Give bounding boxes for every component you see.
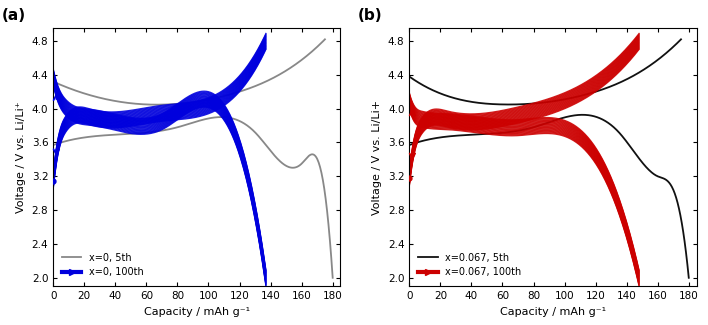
Y-axis label: Voltage / V vs. Li/Li+: Voltage / V vs. Li/Li+ xyxy=(372,100,382,215)
Y-axis label: Voltage / V vs. Li/Li⁺: Voltage / V vs. Li/Li⁺ xyxy=(16,101,26,213)
X-axis label: Capacity / mAh g⁻¹: Capacity / mAh g⁻¹ xyxy=(500,307,606,317)
X-axis label: Capacity / mAh g⁻¹: Capacity / mAh g⁻¹ xyxy=(144,307,250,317)
Legend: x=0.067, 5th, x=0.067, 100th: x=0.067, 5th, x=0.067, 100th xyxy=(414,249,525,281)
Text: (a): (a) xyxy=(1,8,25,23)
Text: (b): (b) xyxy=(358,8,382,23)
Legend: x=0, 5th, x=0, 100th: x=0, 5th, x=0, 100th xyxy=(58,249,148,281)
